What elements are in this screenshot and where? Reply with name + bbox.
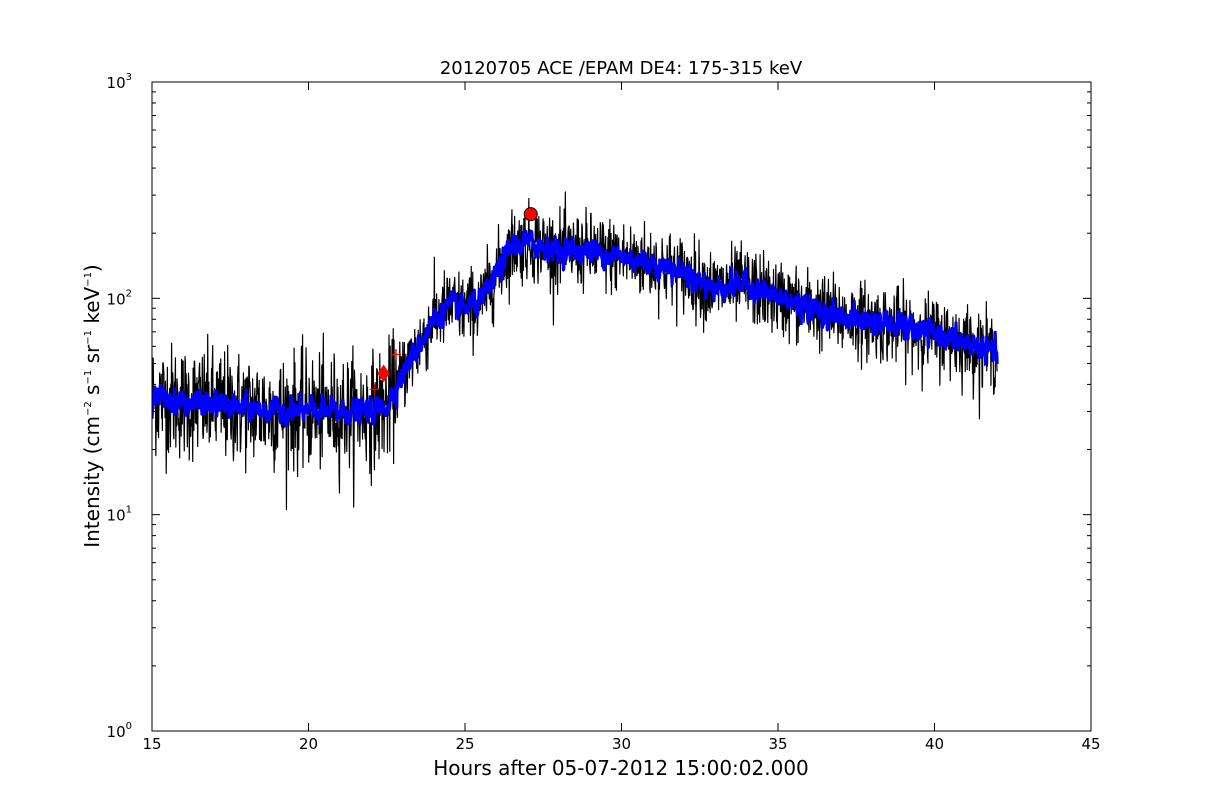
x-tick-label: 40 — [925, 735, 944, 753]
chart-title: 20120705 ACE /EPAM DE4: 175-315 keV — [440, 58, 803, 79]
x-tick-label: 15 — [142, 735, 161, 753]
x-axis-label: Hours after 05-07-2012 15:00:02.000 — [433, 756, 809, 780]
onset-marker-diamond — [377, 364, 390, 383]
y-tick-label: 101 — [107, 505, 132, 525]
event-markers — [369, 207, 538, 395]
y-tick-label: 102 — [107, 288, 132, 308]
y-axis-label: Intensity (cm−2 s−1 sr−1 keV−1) — [80, 264, 104, 548]
marker-plus-2 — [391, 349, 402, 360]
x-tick-label: 20 — [299, 735, 318, 753]
y-tick-label: 100 — [107, 721, 132, 741]
x-tick-label: 35 — [768, 735, 787, 753]
peak-marker-circle — [523, 207, 538, 222]
axis-ticks: 15 20 25 30 35 40 45 100 101 102 103 — [107, 72, 1101, 753]
marker-plus-3 — [369, 384, 380, 395]
plot-area — [152, 191, 999, 511]
x-tick-label: 25 — [455, 735, 474, 753]
x-tick-label: 30 — [612, 735, 631, 753]
series-smoothed-line — [152, 229, 999, 428]
x-tick-label: 45 — [1081, 735, 1100, 753]
y-tick-label: 103 — [107, 72, 132, 92]
